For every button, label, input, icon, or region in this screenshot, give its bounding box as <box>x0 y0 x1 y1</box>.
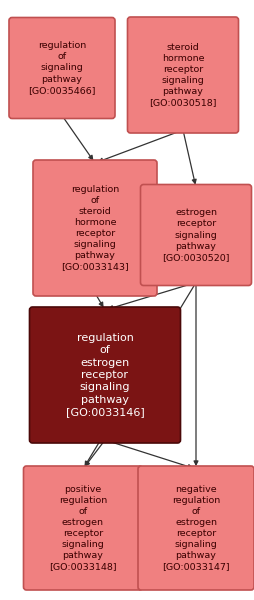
FancyBboxPatch shape <box>9 17 115 118</box>
FancyBboxPatch shape <box>29 307 181 443</box>
Text: regulation
of
signaling
pathway
[GO:0035466]: regulation of signaling pathway [GO:0035… <box>28 41 96 95</box>
Text: negative
regulation
of
estrogen
receptor
signaling
pathway
[GO:0033147]: negative regulation of estrogen receptor… <box>162 485 230 571</box>
Text: regulation
of
estrogen
receptor
signaling
pathway
[GO:0033146]: regulation of estrogen receptor signalin… <box>66 333 144 417</box>
Text: steroid
hormone
receptor
signaling
pathway
[GO:0030518]: steroid hormone receptor signaling pathw… <box>149 43 217 107</box>
Text: estrogen
receptor
signaling
pathway
[GO:0030520]: estrogen receptor signaling pathway [GO:… <box>162 208 230 262</box>
FancyBboxPatch shape <box>140 185 251 286</box>
FancyBboxPatch shape <box>138 466 254 590</box>
Text: regulation
of
steroid
hormone
receptor
signaling
pathway
[GO:0033143]: regulation of steroid hormone receptor s… <box>61 185 129 271</box>
FancyBboxPatch shape <box>24 466 142 590</box>
FancyBboxPatch shape <box>128 17 239 133</box>
FancyBboxPatch shape <box>33 160 157 296</box>
Text: positive
regulation
of
estrogen
receptor
signaling
pathway
[GO:0033148]: positive regulation of estrogen receptor… <box>49 485 117 571</box>
